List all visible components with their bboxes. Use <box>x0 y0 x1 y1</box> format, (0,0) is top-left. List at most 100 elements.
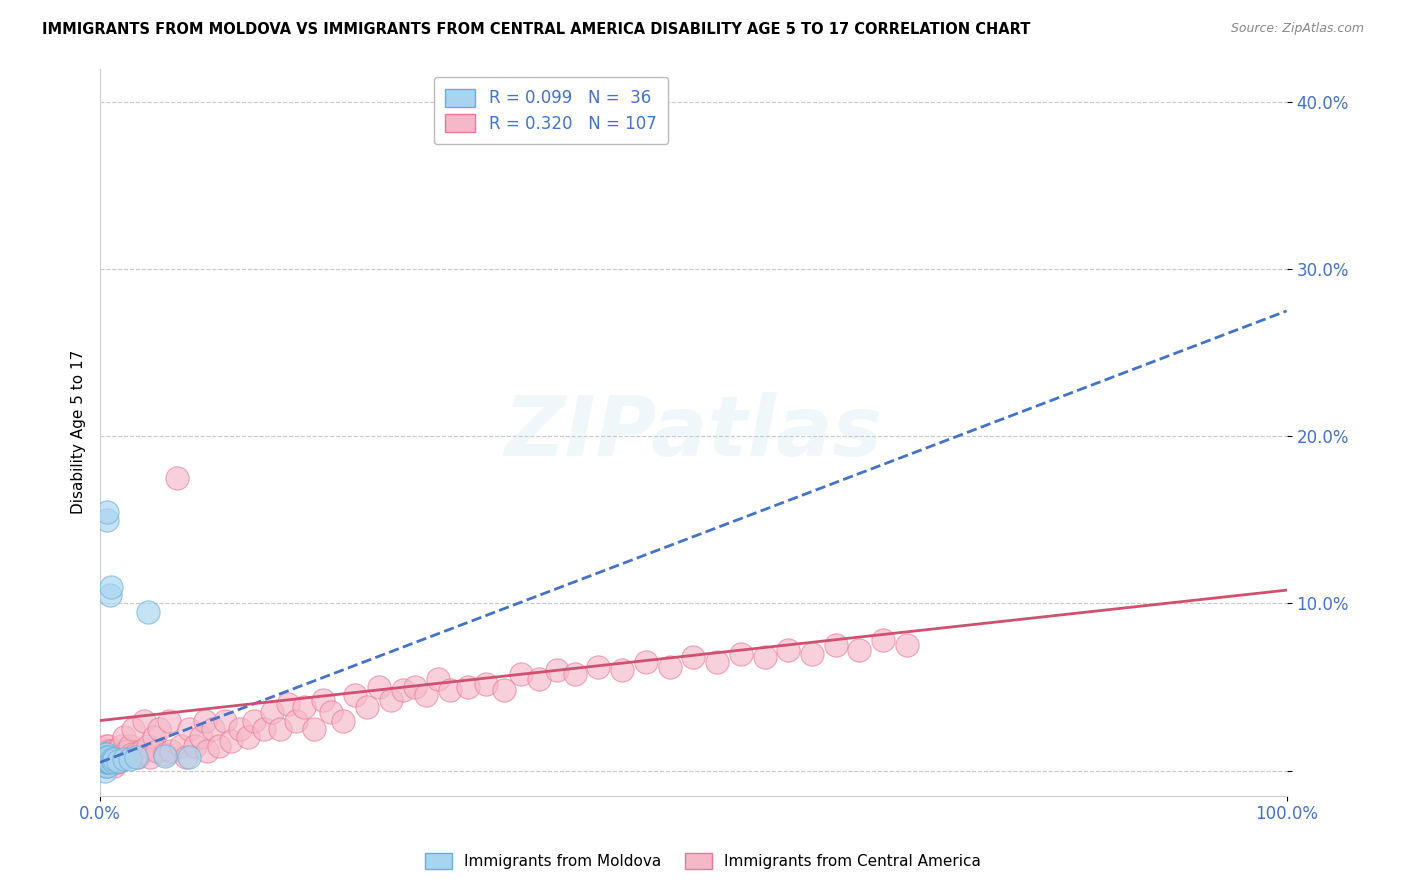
Point <box>94 752 117 766</box>
Point <box>214 714 236 728</box>
Point <box>492 683 515 698</box>
Point <box>105 750 128 764</box>
Point <box>101 756 124 770</box>
Point <box>104 744 127 758</box>
Point <box>356 700 378 714</box>
Y-axis label: Disability Age 5 to 17: Disability Age 5 to 17 <box>72 350 86 515</box>
Point <box>115 750 138 764</box>
Legend: R = 0.099   N =  36, R = 0.320   N = 107: R = 0.099 N = 36, R = 0.320 N = 107 <box>434 77 668 145</box>
Point <box>96 750 118 764</box>
Point <box>112 752 135 766</box>
Point <box>179 722 201 736</box>
Point <box>229 722 252 736</box>
Point <box>404 680 426 694</box>
Point <box>427 672 450 686</box>
Point <box>98 750 121 764</box>
Point <box>170 739 193 753</box>
Point <box>98 744 121 758</box>
Point <box>219 733 242 747</box>
Point <box>344 689 367 703</box>
Point <box>139 750 162 764</box>
Point <box>94 752 117 766</box>
Point <box>896 638 918 652</box>
Point <box>97 750 120 764</box>
Point <box>98 588 121 602</box>
Point <box>96 756 118 770</box>
Point <box>269 722 291 736</box>
Point <box>368 680 391 694</box>
Point <box>292 700 315 714</box>
Point <box>100 756 122 770</box>
Point <box>474 677 496 691</box>
Point <box>848 643 870 657</box>
Point <box>157 714 180 728</box>
Point <box>127 750 149 764</box>
Point <box>94 764 117 778</box>
Point <box>564 666 586 681</box>
Point <box>682 650 704 665</box>
Point <box>131 744 153 758</box>
Point <box>118 752 141 766</box>
Point <box>98 756 121 770</box>
Point <box>96 504 118 518</box>
Point <box>93 756 115 770</box>
Point <box>118 739 141 753</box>
Point <box>97 756 120 770</box>
Point <box>93 750 115 764</box>
Point <box>96 758 118 772</box>
Point <box>184 739 207 753</box>
Point <box>155 748 177 763</box>
Point <box>148 722 170 736</box>
Point <box>93 747 115 761</box>
Point <box>110 739 132 753</box>
Point <box>121 747 143 761</box>
Point <box>125 747 148 761</box>
Point <box>195 744 218 758</box>
Point <box>94 747 117 761</box>
Point <box>101 752 124 766</box>
Point <box>193 714 215 728</box>
Point <box>730 647 752 661</box>
Text: ZIPatlas: ZIPatlas <box>505 392 883 473</box>
Point <box>174 750 197 764</box>
Point <box>94 739 117 753</box>
Text: IMMIGRANTS FROM MOLDOVA VS IMMIGRANTS FROM CENTRAL AMERICA DISABILITY AGE 5 TO 1: IMMIGRANTS FROM MOLDOVA VS IMMIGRANTS FR… <box>42 22 1031 37</box>
Point <box>706 655 728 669</box>
Point <box>546 664 568 678</box>
Point <box>93 756 115 770</box>
Point <box>107 754 129 768</box>
Point <box>101 754 124 768</box>
Point <box>612 664 634 678</box>
Point <box>146 744 169 758</box>
Point <box>96 754 118 768</box>
Point <box>97 756 120 770</box>
Point <box>96 513 118 527</box>
Point <box>101 747 124 761</box>
Point <box>321 705 343 719</box>
Point <box>94 758 117 772</box>
Point <box>96 756 118 770</box>
Point <box>142 731 165 745</box>
Point <box>97 752 120 766</box>
Point <box>253 722 276 736</box>
Point <box>94 756 117 770</box>
Point <box>754 650 776 665</box>
Point <box>125 750 148 764</box>
Point <box>136 739 159 753</box>
Point <box>94 752 117 766</box>
Point <box>100 580 122 594</box>
Point <box>94 747 117 761</box>
Point <box>122 722 145 736</box>
Point <box>103 758 125 772</box>
Point <box>97 747 120 761</box>
Point <box>588 660 610 674</box>
Point <box>96 750 118 764</box>
Point <box>112 731 135 745</box>
Point <box>97 739 120 753</box>
Point <box>111 750 134 764</box>
Point <box>380 693 402 707</box>
Point <box>201 722 224 736</box>
Point <box>98 756 121 770</box>
Point <box>179 750 201 764</box>
Point <box>101 750 124 764</box>
